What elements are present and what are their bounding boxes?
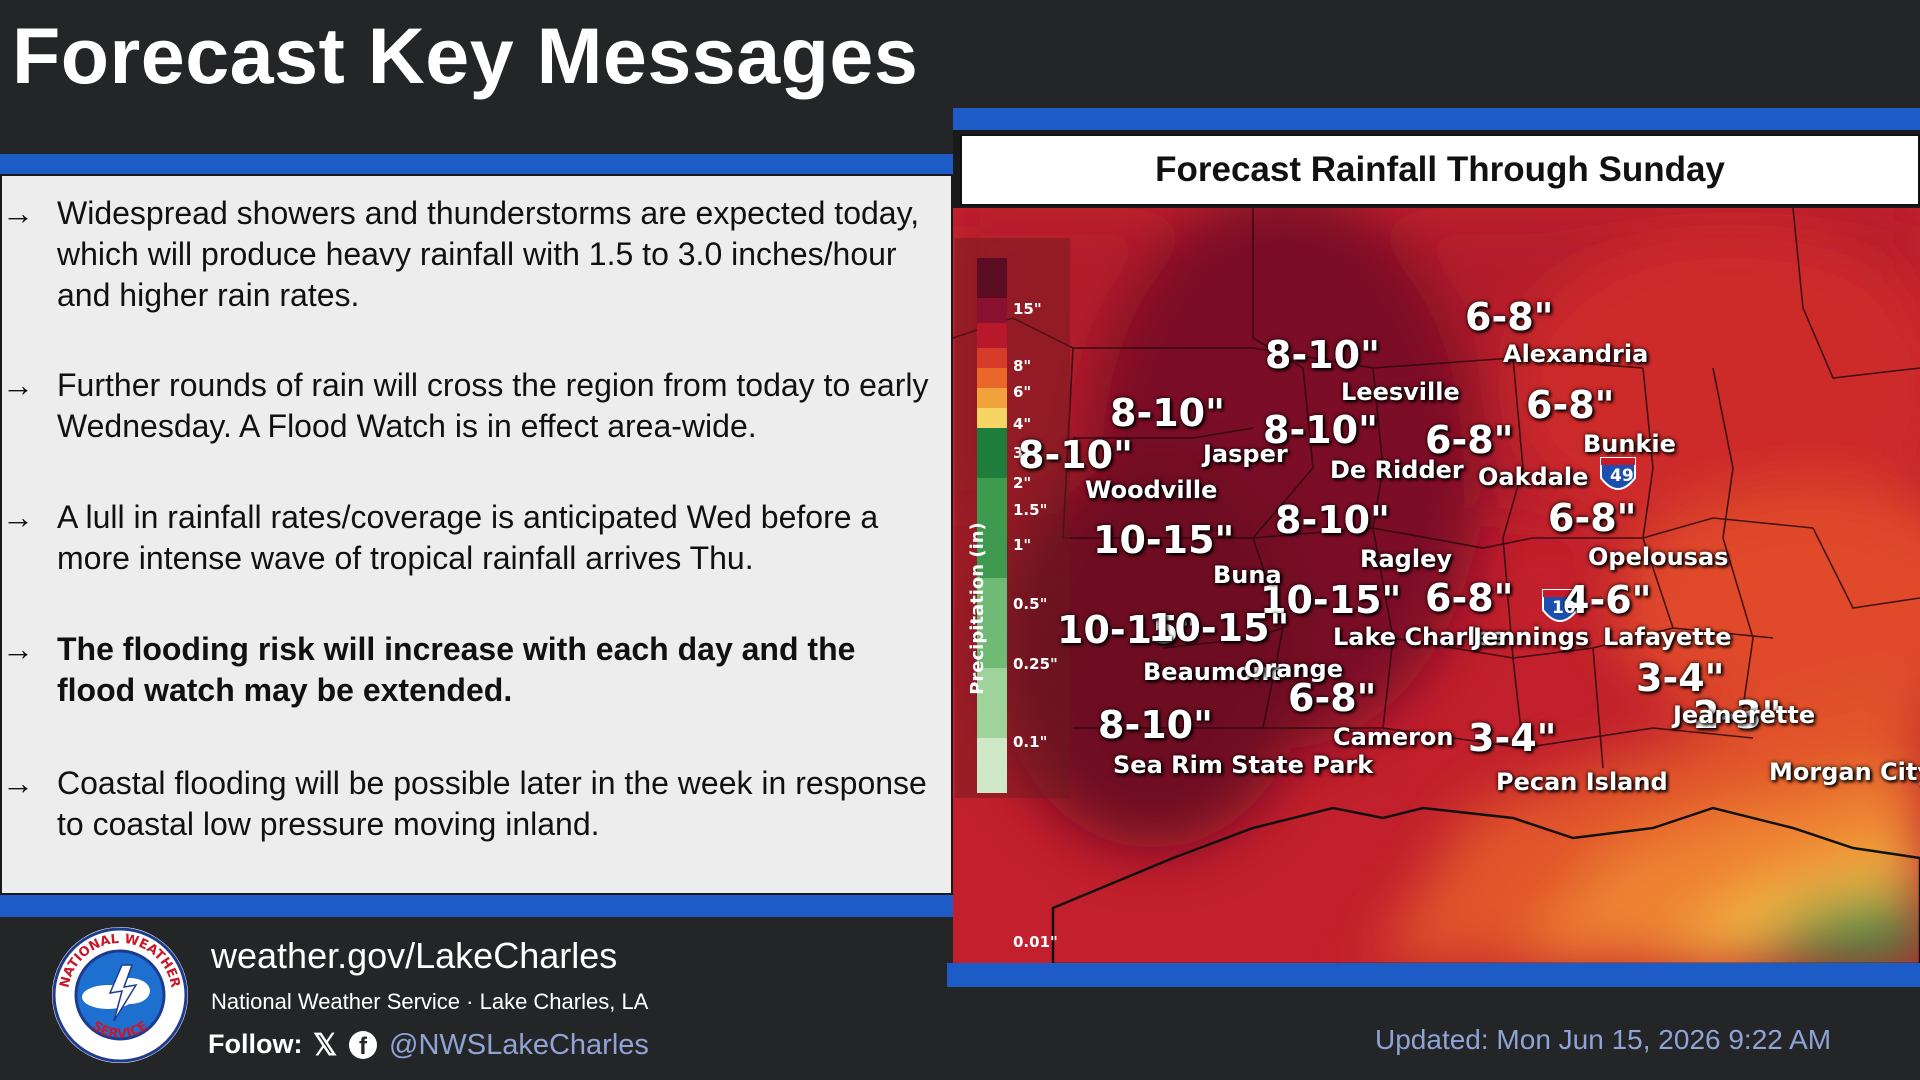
city-label-orange: Orange: [1244, 655, 1343, 683]
rainfall-amount-ragley: 8-10": [1275, 498, 1390, 542]
city-label-morgan-city: Morgan City: [1769, 758, 1920, 786]
page-title: Forecast Key Messages: [12, 11, 919, 100]
key-message-2: → Further rounds of rain will cross the …: [0, 365, 940, 447]
legend-tick: 4": [1013, 415, 1032, 433]
rainfall-amount-sea-rim: 8-10": [1098, 703, 1213, 747]
rainfall-amount-oakdale: 6-8": [1425, 418, 1514, 462]
city-label-ragley: Ragley: [1360, 545, 1453, 573]
legend-tick: 8": [1013, 357, 1032, 375]
rainfall-amount-leesville: 8-10": [1265, 333, 1380, 377]
key-messages-panel: [0, 174, 953, 895]
key-message-5: → Coastal flooding will be possible late…: [0, 763, 940, 845]
city-label-leesville: Leesville: [1341, 378, 1460, 406]
legend-tick: 3": [1013, 444, 1032, 462]
social-handle[interactable]: @NWSLakeCharles: [389, 1029, 649, 1061]
rainfall-amount-jasper: 8-10": [1110, 391, 1225, 435]
logo-text-bottom: SERVICE: [89, 1019, 151, 1042]
rainfall-amount-buna: 10-15": [1093, 518, 1235, 562]
arrow-icon: →: [2, 765, 34, 801]
city-label-lafayette: Lafayette: [1603, 623, 1732, 651]
legend-tick: 0.5": [1013, 595, 1048, 613]
website-link[interactable]: weather.gov/LakeCharles: [211, 935, 618, 976]
rainfall-amount-lake-charles: 10-15": [1260, 578, 1402, 622]
nws-logo: NATIONAL WEATHER SERVICE: [50, 925, 190, 1065]
rainfall-amount-woodville: 8-10": [1018, 433, 1133, 477]
city-label-alexandria: Alexandria: [1503, 340, 1649, 368]
city-label-buna: Buna: [1213, 561, 1282, 589]
office-name: National Weather Service · Lake Charles,…: [211, 989, 649, 1014]
rainfall-amount-morgan-city: 2-3": [1693, 693, 1782, 737]
key-message-text: Coastal flooding will be possible later …: [57, 765, 927, 842]
rainfall-amount-jeanerette: 3-4": [1636, 656, 1725, 700]
arrow-icon: →: [2, 631, 34, 667]
key-message-text: A lull in rainfall rates/coverage is ant…: [57, 499, 879, 576]
rainfall-amount-jennings: 6-8": [1425, 576, 1514, 620]
interstate-10-number: 10: [1552, 598, 1576, 618]
rainfall-amount-bunkie: 6-8": [1526, 383, 1615, 427]
city-label-pecan-island: Pecan Island: [1496, 768, 1668, 796]
legend-tick: 0.01": [1013, 933, 1058, 951]
rainfall-amount-beaumont: 10-15": [1057, 608, 1199, 652]
interstate-10-shield: [1542, 589, 1578, 622]
city-label-bunkie: Bunkie: [1583, 430, 1676, 458]
rainfall-amount-alexandria: 6-8": [1465, 295, 1554, 339]
map-panel-bottom-bar: [947, 963, 1920, 987]
arrow-icon: →: [2, 367, 34, 403]
city-label-woodville: Woodville: [1085, 476, 1218, 504]
map-panel-top-bar: [953, 108, 1920, 130]
city-label-beaumont: Beaumont: [1143, 658, 1281, 686]
arrow-icon: →: [2, 499, 34, 535]
arrow-icon: →: [2, 195, 34, 231]
facebook-icon[interactable]: f: [349, 1031, 377, 1060]
interstate-49-number: 49: [1610, 466, 1634, 486]
left-panel-top-bar: [0, 154, 955, 174]
legend-tick: 0.1": [1013, 733, 1048, 751]
key-message-text: Further rounds of rain will cross the re…: [57, 367, 929, 444]
map-title: Forecast Rainfall Through Sunday: [960, 134, 1920, 206]
updated-timestamp: Updated: Mon Jun 15, 2026 9:22 AM: [1375, 1024, 1832, 1055]
rainfall-map-graphic: [953, 208, 1920, 964]
rainfall-amount-pecan-island: 3-4": [1468, 716, 1557, 760]
city-label-lake-charles: Lake Charles: [1333, 623, 1506, 651]
legend-title: Precipitation (in): [966, 522, 988, 695]
key-message-text: The flooding risk will increase with eac…: [57, 631, 856, 708]
city-label-opelousas: Opelousas: [1588, 543, 1729, 571]
key-message-4: → The flooding risk will increase with e…: [0, 629, 940, 711]
key-message-1: → Widespread showers and thunderstorms a…: [0, 193, 940, 316]
follow-label: Follow:: [208, 1029, 303, 1059]
legend-tick: 6": [1013, 383, 1032, 401]
rainfall-amount-lafayette: 4-6": [1563, 578, 1652, 622]
left-panel-bottom-bar: [0, 895, 955, 917]
rainfall-amount-opelousas: 6-8": [1548, 496, 1637, 540]
rainfall-amount-cameron: 6-8": [1288, 676, 1377, 720]
city-label-jasper: Jasper: [1203, 440, 1288, 468]
rainfall-amount-orange: 10-15": [1148, 606, 1290, 650]
city-label-cameron: Cameron: [1333, 723, 1454, 751]
legend-tick: 15": [1013, 300, 1042, 318]
legend-tick: 0.25": [1013, 655, 1058, 673]
city-label-jeanerette: Jeanerette: [1673, 701, 1816, 729]
legend-background: [955, 238, 1070, 798]
city-label-oakdale: Oakdale: [1478, 463, 1589, 491]
legend-tick: 2": [1013, 474, 1032, 492]
legend-tick: 1.5": [1013, 501, 1048, 519]
precipitation-legend: [977, 258, 1007, 793]
interstate-49-shield: [1600, 457, 1636, 490]
city-label-sea-rim-state-park: Sea Rim State Park: [1113, 751, 1374, 779]
city-label-jennings: Jennings: [1473, 623, 1590, 651]
key-message-3: → A lull in rainfall rates/coverage is a…: [0, 497, 940, 579]
legend-tick: 1": [1013, 536, 1032, 554]
rainfall-amount-deridder: 8-10": [1263, 408, 1378, 452]
rainfall-map: 15" 8" 6" 4" 3" 2" 1.5" 1" 0.5" 0.25" 0.…: [953, 208, 1920, 964]
x-icon[interactable]: 𝕏: [313, 1029, 338, 1062]
key-message-text: Widespread showers and thunderstorms are…: [57, 195, 920, 313]
city-label-deridder: De Ridder: [1330, 456, 1464, 484]
